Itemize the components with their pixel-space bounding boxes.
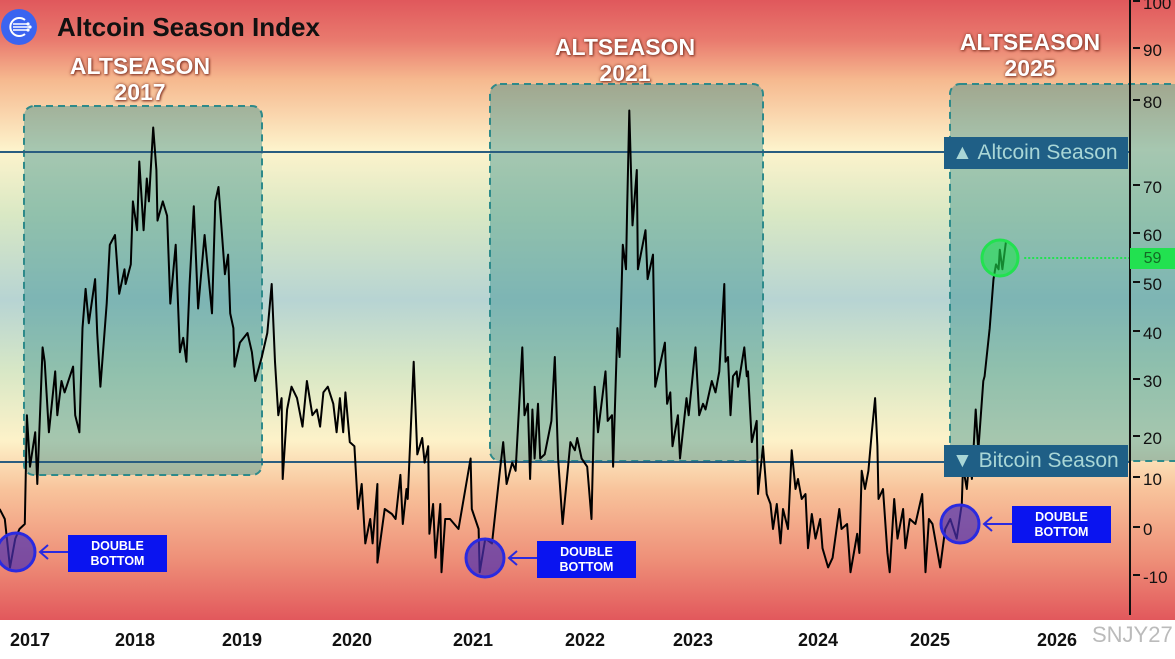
double-bottom-line1: DOUBLE	[560, 545, 613, 559]
double-bottom-circle	[0, 531, 37, 573]
y-tick-label: 0	[1143, 520, 1152, 539]
x-axis-band	[0, 620, 1175, 659]
y-tick-label: 80	[1143, 93, 1162, 112]
altseason-label-line1: ALTSEASON	[69, 53, 211, 79]
y-tick-label: -10	[1143, 568, 1168, 587]
double-bottom-line1: DOUBLE	[1035, 510, 1088, 524]
x-tick-label: 2021	[453, 630, 493, 650]
double-bottom-line1: DOUBLE	[91, 539, 144, 553]
altseason-zone-1	[489, 83, 764, 462]
y-tick-label: 20	[1143, 429, 1162, 448]
altcoin-season-label: ▲ Altcoin Season	[944, 137, 1128, 169]
arrow-head-icon	[982, 516, 993, 532]
current-value-circle	[980, 238, 1020, 278]
y-tick-label: 40	[1143, 324, 1162, 343]
x-tick-label: 2024	[798, 630, 838, 650]
altcoin-season-text: Altcoin Season	[977, 141, 1118, 164]
x-tick-label: 2025	[910, 630, 950, 650]
altseason-zone-0	[23, 105, 263, 476]
x-tick-label: 2023	[673, 630, 713, 650]
x-tick-label: 2019	[222, 630, 262, 650]
double-bottom-line2: BOTTOM	[559, 560, 614, 574]
y-tick-label: 90	[1143, 41, 1162, 60]
double-bottom-label-2021: DOUBLE BOTTOM	[537, 541, 636, 578]
altseason-label-year: 2017	[114, 79, 166, 105]
altseason-label-year: 2021	[599, 60, 651, 86]
x-tick-label: 2022	[565, 630, 605, 650]
altseason-2025-label: ALTSEASON 2025	[930, 29, 1130, 81]
bitcoin-season-label: ▼ Bitcoin Season	[944, 445, 1128, 477]
bitcoin-season-text: Bitcoin Season	[978, 449, 1119, 472]
x-tick-label: 2020	[332, 630, 372, 650]
altseason-2017-label: ALTSEASON 2017	[40, 53, 240, 105]
series-line	[0, 109, 1008, 574]
arrow-head-icon	[38, 544, 49, 560]
x-tick-label: 2018	[115, 630, 155, 650]
current-value-badge: 59	[1130, 248, 1175, 269]
x-tick-label: 2026	[1037, 630, 1077, 650]
altseason-2021-label: ALTSEASON 2021	[525, 34, 725, 86]
network-logo-icon	[1, 9, 37, 45]
altseason-zone-2	[949, 83, 1175, 462]
y-tick-label: 70	[1143, 178, 1162, 197]
y-tick-label: 100	[1143, 0, 1171, 13]
altseason-label-year: 2025	[1004, 55, 1056, 81]
chart-title: Altcoin Season Index	[57, 12, 320, 42]
y-tick-label: 60	[1143, 226, 1162, 245]
arrow-head-icon	[507, 550, 518, 566]
watermark: SNJY27	[1092, 622, 1173, 647]
triangle-down-icon: ▼	[952, 449, 979, 472]
y-tick-label: 30	[1143, 372, 1162, 391]
chart-background	[0, 0, 1175, 620]
double-bottom-circle	[939, 503, 981, 545]
altseason-label-line1: ALTSEASON	[959, 29, 1101, 55]
triangle-up-icon: ▲	[952, 141, 978, 164]
double-bottom-label-2017: DOUBLE BOTTOM	[68, 535, 167, 572]
double-bottom-label-2025: DOUBLE BOTTOM	[1012, 506, 1111, 543]
altseason-label-line1: ALTSEASON	[554, 34, 696, 60]
double-bottom-line2: BOTTOM	[1034, 525, 1089, 539]
y-tick-label: 10	[1143, 470, 1162, 489]
double-bottom-circle	[464, 537, 506, 579]
y-tick-label: 50	[1143, 275, 1162, 294]
x-tick-label: 2017	[10, 630, 50, 650]
double-bottom-line2: BOTTOM	[90, 554, 145, 568]
